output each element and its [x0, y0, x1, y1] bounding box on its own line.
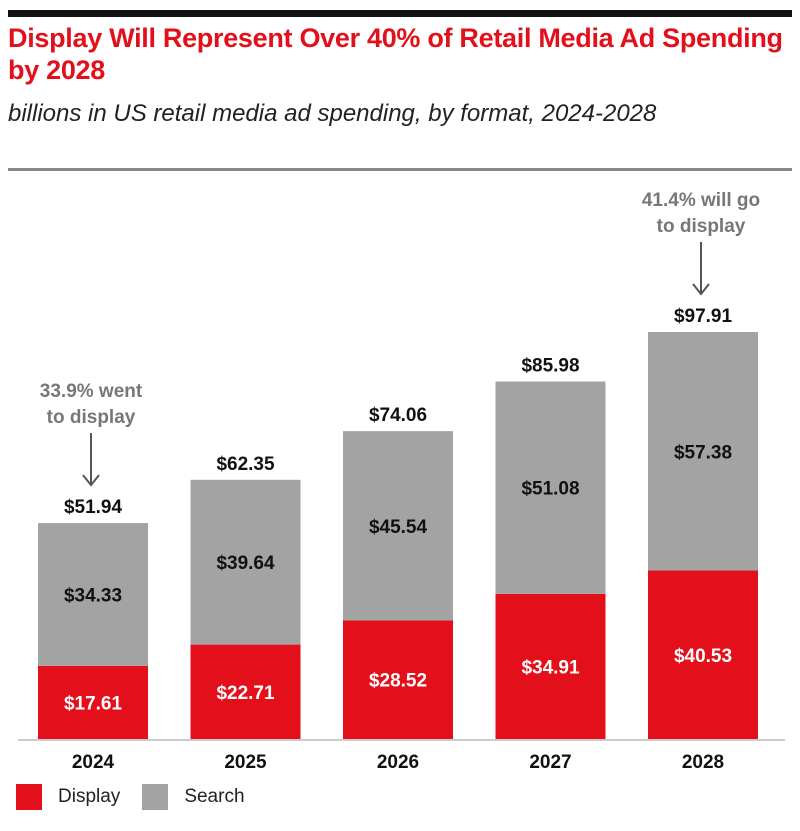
top-rule	[8, 10, 792, 17]
bar-display-2028	[648, 570, 758, 739]
bar-display-2027	[495, 593, 606, 739]
chart-title: Display Will Represent Over 40% of Retai…	[8, 23, 783, 85]
data-label-search-2024: $34.33	[64, 585, 122, 606]
data-label-search-2026: $45.54	[369, 517, 428, 538]
total-label-2026: $74.06	[369, 405, 427, 426]
annotation-arrowhead-2028	[692, 283, 710, 296]
x-tick-label-2024: 2024	[72, 752, 115, 773]
legend-swatch-search	[142, 784, 169, 810]
bar-display-2025	[190, 644, 301, 739]
x-tick-label-2026: 2026	[377, 752, 419, 773]
data-label-display-2027: $34.91	[521, 657, 580, 678]
total-label-2025: $62.35	[216, 454, 275, 475]
data-label-display-2024: $17.61	[64, 693, 123, 714]
total-label-2027: $85.98	[521, 356, 579, 377]
data-label-search-2027: $51.08	[521, 479, 579, 500]
bar-search-2027	[495, 381, 606, 594]
annotation-text-2024: 33.9% went	[40, 381, 143, 402]
bar-search-2024	[38, 523, 148, 666]
chart-subtitle: billions in US retail media ad spending,…	[8, 100, 657, 127]
legend-item-search: Search	[142, 784, 245, 810]
bar-search-2026	[343, 431, 453, 621]
header-rule	[8, 168, 792, 171]
legend-label-display: Display	[58, 786, 121, 807]
bar-display-2024	[38, 665, 148, 739]
annotation-text-2028: 41.4% will go	[642, 190, 760, 211]
bar-display-2026	[343, 620, 453, 739]
annotation-arrowhead-2024	[82, 474, 100, 487]
bar-search-2025	[190, 479, 301, 645]
annotation-text-2024: to display	[47, 407, 136, 428]
legend-item-display: Display	[16, 784, 120, 810]
legend-label-search: Search	[184, 786, 245, 807]
data-label-search-2025: $39.64	[216, 553, 275, 574]
total-label-2028: $97.91	[674, 306, 733, 327]
data-label-display-2028: $40.53	[674, 646, 732, 667]
annotation-text-2028: to display	[657, 216, 746, 237]
data-label-display-2025: $22.71	[216, 683, 275, 704]
legend-swatch-display	[16, 784, 42, 810]
bar-search-2028	[648, 331, 758, 571]
x-tick-label-2027: 2027	[529, 752, 571, 773]
legend: Display Search	[16, 784, 267, 810]
total-label-2024: $51.94	[64, 497, 123, 518]
x-tick-label-2028: 2028	[682, 752, 724, 773]
x-tick-label-2025: 2025	[224, 752, 267, 773]
data-label-display-2026: $28.52	[369, 671, 427, 692]
data-label-search-2028: $57.38	[674, 442, 732, 463]
